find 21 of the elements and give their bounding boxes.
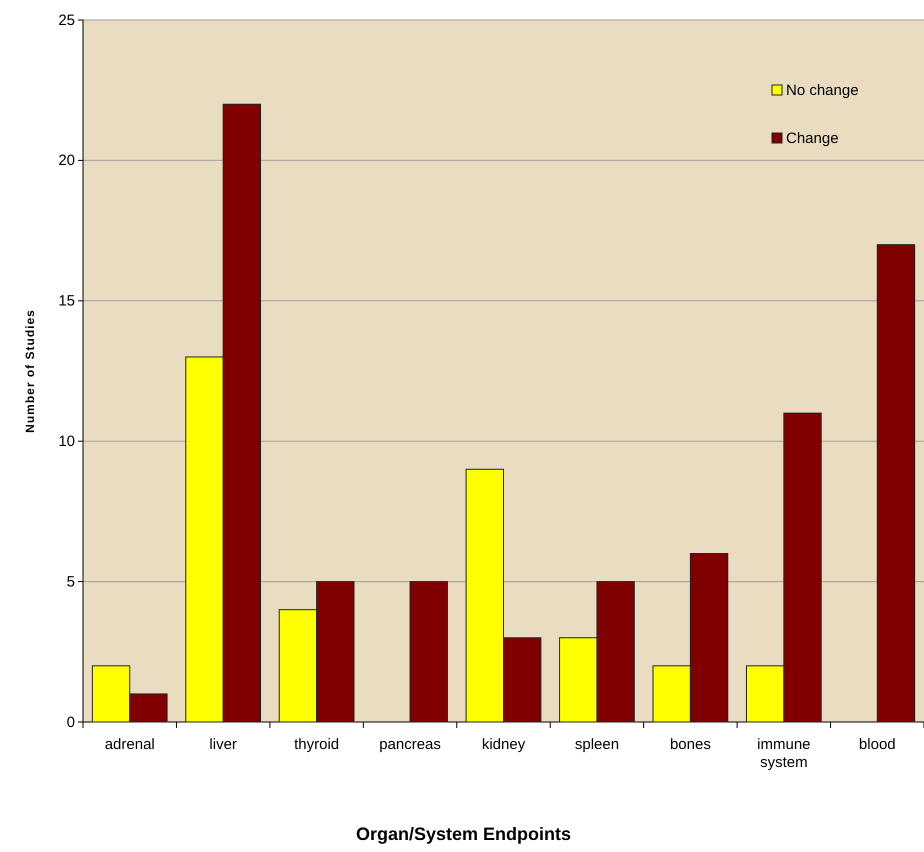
y-tick-label: 5 — [66, 573, 75, 590]
y-tick-label: 15 — [58, 292, 75, 310]
y-tick-label: 0 — [66, 714, 75, 731]
x-tick-label: bones — [670, 736, 711, 753]
bar — [876, 244, 916, 722]
legend-label: No change — [786, 82, 859, 99]
x-tick-label: kidney — [482, 736, 526, 753]
x-tick-label: adrenal — [104, 736, 155, 753]
y-tick-label: 10 — [58, 433, 75, 450]
x-tick-label: liver — [209, 736, 237, 753]
legend-label: Change — [786, 130, 839, 147]
x-tick-label: pancreas — [379, 736, 441, 753]
x-axis-title: Organ/System Endpoints — [356, 824, 572, 844]
y-tick-label: 25 — [58, 12, 75, 29]
x-tick-label: blood — [858, 736, 896, 753]
bar — [410, 581, 448, 722]
x-tick-label: thyroid — [294, 736, 340, 753]
y-tick-label: 20 — [58, 152, 75, 170]
x-tick-label: immune system — [757, 736, 811, 771]
y-axis-title: Number of Studies — [23, 309, 37, 433]
x-tick-label: spleen — [574, 736, 620, 753]
